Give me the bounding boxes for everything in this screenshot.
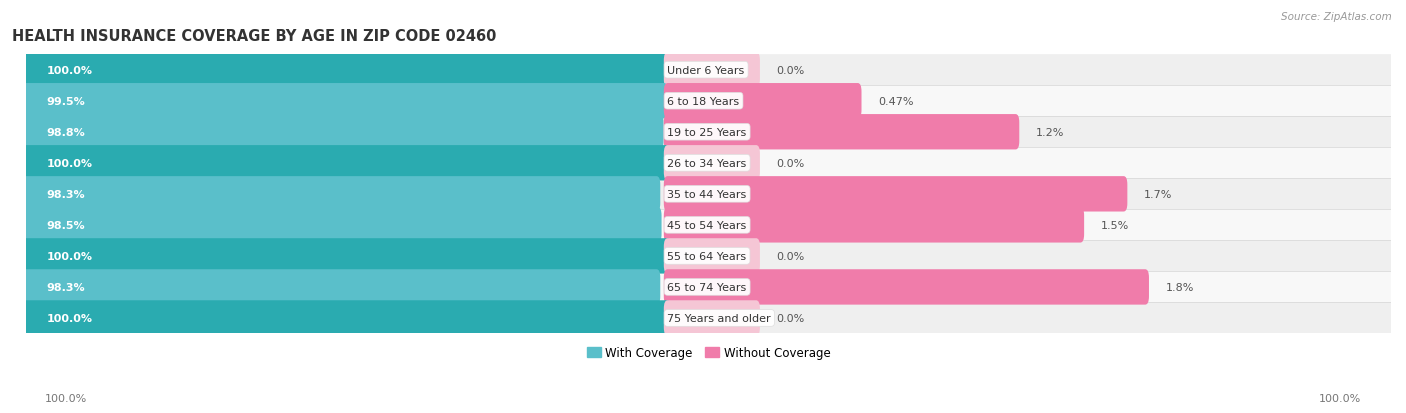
Text: 1.5%: 1.5% (1101, 220, 1129, 230)
FancyBboxPatch shape (25, 210, 1391, 241)
FancyBboxPatch shape (22, 84, 668, 119)
Text: 0.0%: 0.0% (776, 313, 806, 323)
Text: 45 to 54 Years: 45 to 54 Years (668, 220, 747, 230)
FancyBboxPatch shape (25, 55, 1391, 86)
FancyBboxPatch shape (664, 301, 759, 336)
FancyBboxPatch shape (22, 239, 671, 274)
FancyBboxPatch shape (22, 177, 661, 212)
FancyBboxPatch shape (664, 84, 862, 119)
Text: 19 to 25 Years: 19 to 25 Years (668, 128, 747, 138)
Text: 100.0%: 100.0% (45, 393, 87, 403)
FancyBboxPatch shape (25, 117, 1391, 148)
FancyBboxPatch shape (22, 53, 671, 88)
FancyBboxPatch shape (22, 115, 664, 150)
Text: 26 to 34 Years: 26 to 34 Years (668, 159, 747, 169)
Text: Source: ZipAtlas.com: Source: ZipAtlas.com (1281, 12, 1392, 22)
Text: 100.0%: 100.0% (46, 159, 93, 169)
FancyBboxPatch shape (664, 270, 1149, 305)
Text: 1.8%: 1.8% (1166, 282, 1194, 292)
Text: 0.0%: 0.0% (776, 159, 806, 169)
Text: 55 to 64 Years: 55 to 64 Years (668, 251, 747, 261)
FancyBboxPatch shape (25, 86, 1391, 117)
FancyBboxPatch shape (664, 177, 1128, 212)
Text: 98.5%: 98.5% (46, 220, 84, 230)
Text: HEALTH INSURANCE COVERAGE BY AGE IN ZIP CODE 02460: HEALTH INSURANCE COVERAGE BY AGE IN ZIP … (13, 29, 496, 44)
Text: 98.3%: 98.3% (46, 190, 84, 199)
Text: 1.7%: 1.7% (1144, 190, 1173, 199)
FancyBboxPatch shape (25, 179, 1391, 210)
Text: 65 to 74 Years: 65 to 74 Years (668, 282, 747, 292)
FancyBboxPatch shape (664, 53, 759, 88)
FancyBboxPatch shape (22, 270, 661, 305)
Text: 100.0%: 100.0% (46, 66, 93, 76)
FancyBboxPatch shape (25, 303, 1391, 334)
FancyBboxPatch shape (22, 301, 671, 336)
Text: 0.0%: 0.0% (776, 66, 806, 76)
Text: 99.5%: 99.5% (46, 97, 86, 107)
Text: 0.0%: 0.0% (776, 251, 806, 261)
Text: 75 Years and older: 75 Years and older (668, 313, 770, 323)
FancyBboxPatch shape (25, 272, 1391, 303)
FancyBboxPatch shape (664, 146, 759, 181)
FancyBboxPatch shape (25, 148, 1391, 179)
Text: 0.47%: 0.47% (879, 97, 914, 107)
FancyBboxPatch shape (25, 241, 1391, 272)
Text: Under 6 Years: Under 6 Years (668, 66, 745, 76)
Text: 100.0%: 100.0% (46, 251, 93, 261)
FancyBboxPatch shape (664, 208, 1084, 243)
FancyBboxPatch shape (664, 115, 1019, 150)
Text: 100.0%: 100.0% (46, 313, 93, 323)
Text: 35 to 44 Years: 35 to 44 Years (668, 190, 747, 199)
FancyBboxPatch shape (664, 239, 759, 274)
FancyBboxPatch shape (22, 146, 671, 181)
Text: 1.2%: 1.2% (1036, 128, 1064, 138)
Text: 98.8%: 98.8% (46, 128, 86, 138)
FancyBboxPatch shape (22, 208, 662, 243)
Legend: With Coverage, Without Coverage: With Coverage, Without Coverage (582, 342, 835, 364)
Text: 100.0%: 100.0% (1319, 393, 1361, 403)
Text: 6 to 18 Years: 6 to 18 Years (668, 97, 740, 107)
Text: 98.3%: 98.3% (46, 282, 84, 292)
